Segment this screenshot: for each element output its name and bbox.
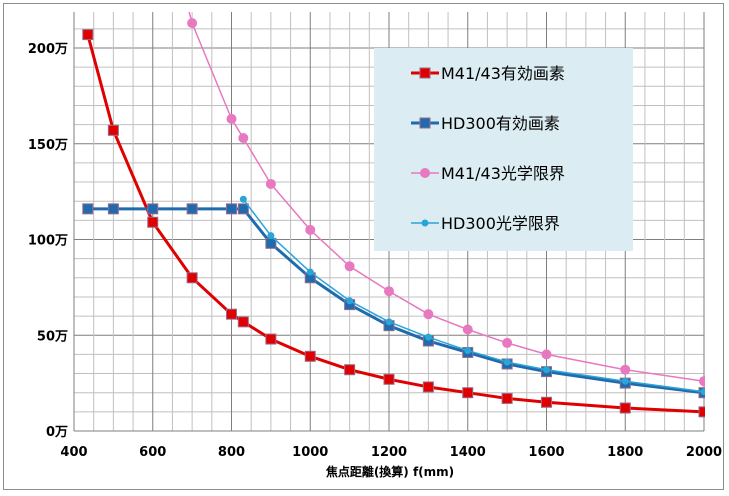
data-point: [107, 203, 119, 215]
data-point: [541, 396, 552, 408]
data-point: [462, 324, 473, 335]
legend-marker: [419, 67, 431, 79]
x-tick-label: 600: [139, 445, 166, 460]
data-point: [541, 349, 552, 360]
data-point: [344, 261, 355, 272]
data-point: [621, 377, 629, 385]
legend-label: M41/43光学限界: [441, 164, 565, 183]
data-point: [501, 392, 513, 404]
data-point: [502, 337, 513, 348]
data-point: [698, 406, 705, 418]
x-axis-title: 焦点距離(換算) f(mm): [325, 464, 454, 479]
data-point: [237, 203, 249, 215]
x-tick-label: 2000: [686, 445, 722, 460]
data-point: [147, 216, 159, 228]
data-point: [619, 402, 631, 414]
series-line: [86, 34, 705, 414]
data-point: [265, 178, 276, 189]
data-point: [238, 133, 249, 144]
data-point: [267, 232, 275, 240]
data-point: [305, 224, 316, 235]
series-2: [187, 12, 705, 387]
y-axis-ticks: 0万 50万 100万 150万 200万: [28, 42, 68, 440]
data-point: [346, 297, 354, 305]
data-point: [226, 203, 237, 215]
x-axis-ticks: 400 600 800 1000 1200 1400 1600 1800 2000: [60, 445, 722, 460]
data-point: [82, 203, 94, 215]
data-point: [186, 203, 198, 215]
data-point: [237, 316, 249, 328]
legend-marker: [420, 168, 430, 178]
data-point: [699, 376, 705, 387]
data-point: [464, 347, 472, 355]
y-tick-label: 100万: [28, 234, 68, 249]
data-point: [462, 387, 474, 399]
legend-marker: [419, 117, 431, 129]
legend-item: HD300光学限界: [411, 214, 560, 233]
series-line: [87, 207, 705, 395]
data-point: [620, 364, 631, 375]
data-point: [226, 308, 237, 320]
series-3: [239, 195, 705, 396]
data-point: [304, 350, 316, 362]
x-tick-label: 400: [60, 445, 87, 460]
data-point: [226, 113, 237, 124]
data-point: [344, 364, 356, 376]
data-point: [147, 203, 159, 215]
series-0: [82, 29, 705, 418]
x-tick-label: 1800: [607, 445, 643, 460]
data-point: [187, 18, 198, 29]
y-tick-label: 50万: [37, 329, 68, 344]
data-point: [383, 373, 395, 385]
data-point: [306, 268, 314, 276]
data-point: [186, 272, 198, 284]
legend-label: HD300有効画素: [441, 114, 560, 133]
x-tick-label: 1000: [292, 445, 328, 460]
data-point: [543, 366, 550, 374]
data-point: [424, 333, 432, 341]
data-point: [422, 381, 434, 393]
legend-marker: [421, 219, 429, 227]
legend-box: [374, 48, 633, 251]
data-point: [423, 309, 434, 320]
legend-item: HD300有効画素: [411, 114, 560, 133]
data-point: [107, 124, 119, 136]
data-point: [384, 286, 394, 297]
legend: M41/43有効画素 HD300有効画素 M41/43光学限界 HD300光学限界: [374, 48, 633, 251]
x-tick-label: 800: [218, 445, 245, 460]
x-tick-label: 1600: [528, 445, 564, 460]
y-tick-label: 150万: [28, 138, 68, 153]
data-point: [239, 195, 247, 203]
y-tick-label: 0万: [46, 425, 68, 440]
x-tick-label: 1400: [450, 445, 486, 460]
x-tick-label: 1200: [371, 445, 407, 460]
data-point: [265, 333, 277, 345]
legend-label: M41/43有効画素: [441, 64, 565, 83]
series-group: [82, 12, 705, 418]
data-point: [700, 388, 705, 396]
legend-item: M41/43光学限界: [411, 164, 565, 183]
legend-label: HD300光学限界: [441, 214, 560, 233]
legend-item: M41/43有効画素: [411, 64, 565, 83]
data-point: [82, 29, 94, 41]
data-point: [385, 318, 393, 326]
data-point: [503, 358, 511, 366]
chart-frame: [3, 3, 724, 490]
y-tick-label: 200万: [28, 42, 68, 57]
